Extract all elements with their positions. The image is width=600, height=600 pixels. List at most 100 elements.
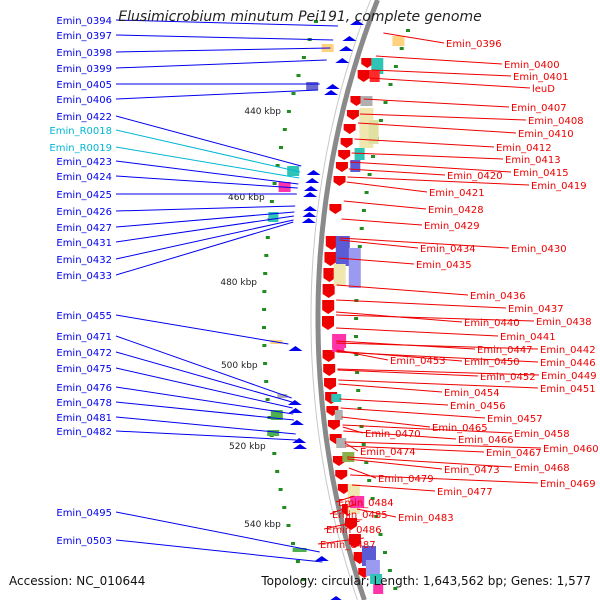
minus-strand-gene xyxy=(345,518,358,530)
gene-label[interactable]: Emin_0473 xyxy=(444,465,500,476)
gene-label[interactable]: leuD xyxy=(532,84,555,95)
gene-label[interactable]: Emin_0487 xyxy=(320,540,376,551)
gene-label[interactable]: Emin_0434 xyxy=(420,244,476,255)
scale-dash xyxy=(371,155,375,158)
gene-label[interactable]: Emin_0412 xyxy=(496,143,552,154)
scale-dash xyxy=(355,371,360,374)
gene-label[interactable]: Emin_0421 xyxy=(429,188,485,199)
gene-label[interactable]: Emin_0484 xyxy=(338,498,394,509)
genome-summary-text: Topology: circular; Length: 1,643,562 bp… xyxy=(261,574,591,588)
scale-dash xyxy=(356,389,361,392)
gene-label[interactable]: Emin_0399 xyxy=(56,64,112,75)
gene-label[interactable]: Emin_0485 xyxy=(332,510,388,521)
gene-label[interactable]: Emin_0449 xyxy=(541,371,597,382)
gene-label[interactable]: Emin_0440 xyxy=(464,318,520,329)
gene-label[interactable]: Emin_0481 xyxy=(56,413,112,424)
gene-label[interactable]: Emin_0413 xyxy=(505,155,561,166)
gene-label[interactable]: Emin_0482 xyxy=(56,427,112,438)
gene-label[interactable]: Emin_0470 xyxy=(365,429,421,440)
gene-label[interactable]: Emin_0450 xyxy=(464,357,520,368)
gene-label[interactable]: Emin_0452 xyxy=(480,372,536,383)
rna-gene-label[interactable]: Emin_R0018 xyxy=(49,126,112,137)
gene-label[interactable]: Emin_0433 xyxy=(56,271,112,282)
plus-strand-gene xyxy=(287,400,302,405)
gene-label[interactable]: Emin_0454 xyxy=(444,388,500,399)
gene-label[interactable]: Emin_0435 xyxy=(416,260,472,271)
gene-label[interactable]: Emin_0429 xyxy=(424,221,480,232)
gene-label[interactable]: Emin_0398 xyxy=(56,48,112,59)
gene-label[interactable]: Emin_0425 xyxy=(56,190,112,201)
gene-cog-color xyxy=(354,148,365,160)
genome-title: Elusimicrobium minutum Pei191, complete … xyxy=(118,9,482,25)
gene-label[interactable]: Emin_0460 xyxy=(543,444,599,455)
gene-label[interactable]: Emin_0451 xyxy=(540,384,596,395)
plus-strand-gene xyxy=(349,20,364,25)
callout-line xyxy=(336,340,476,350)
gene-label[interactable]: Emin_0406 xyxy=(56,95,112,106)
gene-label[interactable]: Emin_0407 xyxy=(511,103,567,114)
gene-label[interactable]: Emin_0471 xyxy=(56,332,112,343)
gene-label[interactable]: Emin_0477 xyxy=(437,487,493,498)
gene-label[interactable]: Emin_0475 xyxy=(56,364,112,375)
gene-label[interactable]: Emin_0441 xyxy=(500,332,556,343)
minus-strand-gene xyxy=(329,204,342,214)
gene-label[interactable]: Emin_0455 xyxy=(56,311,112,322)
gene-label[interactable]: Emin_0476 xyxy=(56,383,112,394)
gene-label[interactable]: Emin_0408 xyxy=(528,116,584,127)
gene-label[interactable]: Emin_0472 xyxy=(56,348,112,359)
gene-label[interactable]: Emin_0423 xyxy=(56,157,112,168)
gene-label[interactable]: Emin_0469 xyxy=(540,479,596,490)
gene-label[interactable]: Emin_0465 xyxy=(432,423,488,434)
gene-label[interactable]: Emin_0401 xyxy=(513,72,569,83)
scale-label: 500 kbp xyxy=(221,361,258,371)
gene-label[interactable]: Emin_0430 xyxy=(511,244,567,255)
gene-label[interactable]: Emin_0446 xyxy=(540,358,596,369)
gene-label[interactable]: Emin_0467 xyxy=(486,448,542,459)
gene-label[interactable]: Emin_0478 xyxy=(56,398,112,409)
gene-label[interactable]: Emin_0397 xyxy=(56,31,112,42)
gene-label[interactable]: Emin_0468 xyxy=(514,463,570,474)
gene-label[interactable]: Emin_0428 xyxy=(428,205,484,216)
gene-label[interactable]: Emin_0436 xyxy=(470,291,526,302)
gene-label[interactable]: Emin_0458 xyxy=(514,429,570,440)
gene-label[interactable]: Emin_0419 xyxy=(531,181,587,192)
gene-label[interactable]: Emin_0396 xyxy=(446,39,502,50)
gene-label[interactable]: Emin_0432 xyxy=(56,255,112,266)
gene-label[interactable]: Emin_0426 xyxy=(56,207,112,218)
genome-backbone xyxy=(315,0,380,600)
gene-label[interactable]: Emin_0420 xyxy=(447,171,503,182)
gene-label[interactable]: Emin_0437 xyxy=(508,304,564,315)
gene-label[interactable]: Emin_0479 xyxy=(378,474,434,485)
gene-label[interactable]: Emin_0431 xyxy=(56,238,112,249)
callout-line xyxy=(359,113,527,121)
gene-label[interactable]: Emin_0442 xyxy=(540,345,596,356)
gene-label[interactable]: Emin_0456 xyxy=(450,401,506,412)
gene-label[interactable]: Emin_0457 xyxy=(487,414,543,425)
scale-dash xyxy=(393,65,398,68)
gene-label[interactable]: Emin_0447 xyxy=(477,345,533,356)
minus-strand-gene xyxy=(324,378,337,390)
rna-gene-label[interactable]: Emin_R0019 xyxy=(49,143,112,154)
gene-label[interactable]: Emin_0424 xyxy=(56,172,112,183)
gene-label[interactable]: Emin_0466 xyxy=(458,435,514,446)
gene-label[interactable]: Emin_0400 xyxy=(504,60,560,71)
gene-label[interactable]: Emin_0415 xyxy=(513,168,569,179)
gene-label[interactable]: Emin_0438 xyxy=(536,317,592,328)
gene-cog-color xyxy=(368,120,379,144)
gene-label[interactable]: Emin_0427 xyxy=(56,223,112,234)
minus-strand-gene xyxy=(340,138,353,148)
gene-label[interactable]: Emin_0453 xyxy=(390,356,446,367)
gene-label[interactable]: Emin_0486 xyxy=(326,525,382,536)
callout-line xyxy=(346,456,513,468)
callout-line xyxy=(336,342,539,350)
gene-label[interactable]: Emin_0394 xyxy=(56,16,112,27)
gene-label[interactable]: Emin_0405 xyxy=(56,80,112,91)
gene-label[interactable]: Emin_0503 xyxy=(56,536,112,547)
gene-label[interactable]: Emin_0410 xyxy=(518,129,574,140)
gene-label[interactable]: Emin_0483 xyxy=(398,513,454,524)
gene-label[interactable]: Emin_0422 xyxy=(56,112,112,123)
callout-line xyxy=(336,349,389,361)
callout-line xyxy=(115,386,294,415)
gene-label[interactable]: Emin_0495 xyxy=(56,508,112,519)
gene-label[interactable]: Emin_0474 xyxy=(360,447,416,458)
